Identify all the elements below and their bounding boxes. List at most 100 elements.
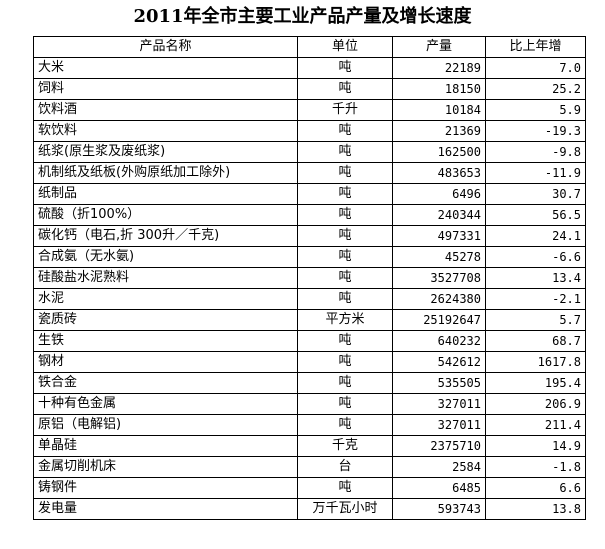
table-row: 纸浆(原生浆及废纸浆) 吨 162500 -9.8 xyxy=(33,141,586,163)
unit-cell: 千升 xyxy=(297,99,393,121)
product-name-cell: 饮料酒 xyxy=(33,99,298,121)
growth-rate-cell: -2.1 xyxy=(485,288,586,310)
output-cell: 21369 xyxy=(392,120,486,142)
table-row: 软饮料吨 21369 -19.3 xyxy=(33,120,586,142)
output-cell: 2584 xyxy=(392,456,486,478)
table-row: 水泥吨 2624380 -2.1 xyxy=(33,288,586,310)
output-cell: 6496 xyxy=(392,183,486,205)
table-row: 原铝（电解铝) 吨 327011 211.4 xyxy=(33,414,586,436)
output-cell: 640232 xyxy=(392,330,486,352)
unit-cell: 吨 xyxy=(297,414,393,436)
table-row: 铁合金吨 535505 195.4 xyxy=(33,372,586,394)
product-name-cell: 铁合金 xyxy=(33,372,298,394)
unit-cell: 平方米 xyxy=(297,309,393,331)
growth-rate-cell: 30.7 xyxy=(485,183,586,205)
output-cell: 10184 xyxy=(392,99,486,121)
table-row: 硅酸盐水泥熟料吨 3527708 13.4 xyxy=(33,267,586,289)
page-title: 2011年全市主要工业产品产量及增长速度 xyxy=(133,6,472,27)
table-body: 大米吨 22189 7.0 饲料吨 18150 25.2 饮料酒 千升 10184 5.9 软饮料吨… xyxy=(33,57,586,520)
unit-cell: 吨 xyxy=(297,372,393,394)
growth-rate-cell: 206.9 xyxy=(485,393,586,415)
unit-cell: 吨 xyxy=(297,204,393,226)
table-row: 十种有色金属吨 327011 206.9 xyxy=(33,393,586,415)
growth-rate-cell: 5.9 xyxy=(485,99,586,121)
output-cell: 593743 xyxy=(392,498,486,520)
unit-cell: 千克 xyxy=(297,435,393,457)
growth-rate-cell: 25.2 xyxy=(485,78,586,100)
product-name-cell: 大米 xyxy=(33,57,298,79)
growth-rate-cell: -1.8 xyxy=(485,456,586,478)
growth-rate-cell: -9.8 xyxy=(485,141,586,163)
growth-rate-cell: -11.9 xyxy=(485,162,586,184)
growth-rate-cell: 211.4 xyxy=(485,414,586,436)
product-name-cell: 合成氨（无水氨) xyxy=(33,246,298,268)
column-header-unit: 单位 xyxy=(297,36,393,58)
table-row: 金属切削机床台 2584 -1.8 xyxy=(33,456,586,478)
unit-cell: 吨 xyxy=(297,225,393,247)
product-name-cell: 金属切削机床 xyxy=(33,456,298,478)
column-header-output: 产量 xyxy=(392,36,486,58)
table-row: 机制纸及纸板(外购原纸加工除外) 吨 483653 -11.9 xyxy=(33,162,586,184)
column-header-growth: 比上年增 xyxy=(485,36,586,58)
growth-rate-cell: -6.6 xyxy=(485,246,586,268)
product-name-cell: 瓷质砖 xyxy=(33,309,298,331)
product-name-cell: 发电量 xyxy=(33,498,298,520)
table-row: 钢材吨 542612 1617.8 xyxy=(33,351,586,373)
production-table: 产品名称 单位 产量 比上年增 大米吨 22189 7.0 饲料吨 18150 25.2 饮… xyxy=(33,36,586,520)
output-cell: 6485 xyxy=(392,477,486,499)
output-cell: 162500 xyxy=(392,141,486,163)
table-row: 铸钢件吨 6485 6.6 xyxy=(33,477,586,499)
table-row: 碳化钙（电石,折 300升／千克) 吨 497331 24.1 xyxy=(33,225,586,247)
unit-cell: 吨 xyxy=(297,78,393,100)
product-name-cell: 硫酸（折100%） xyxy=(33,204,298,226)
growth-rate-cell: 7.0 xyxy=(485,57,586,79)
product-name-cell: 十种有色金属 xyxy=(33,393,298,415)
output-cell: 18150 xyxy=(392,78,486,100)
product-name-cell: 铸钢件 xyxy=(33,477,298,499)
product-name-cell: 饲料 xyxy=(33,78,298,100)
table-row: 合成氨（无水氨) 吨 45278 -6.6 xyxy=(33,246,586,268)
product-name-cell: 水泥 xyxy=(33,288,298,310)
product-name-cell: 机制纸及纸板(外购原纸加工除外) xyxy=(33,162,298,184)
output-cell: 483653 xyxy=(392,162,486,184)
growth-rate-cell: 13.4 xyxy=(485,267,586,289)
output-cell: 535505 xyxy=(392,372,486,394)
output-cell: 2375710 xyxy=(392,435,486,457)
growth-rate-cell: -19.3 xyxy=(485,120,586,142)
unit-cell: 吨 xyxy=(297,330,393,352)
table-row: 瓷质砖 平方米 25192647 5.7 xyxy=(33,309,586,331)
output-cell: 25192647 xyxy=(392,309,486,331)
header-row: 产品名称 单位 产量 比上年增 xyxy=(33,36,586,58)
unit-cell: 台 xyxy=(297,456,393,478)
product-name-cell: 碳化钙（电石,折 300升／千克) xyxy=(33,225,298,247)
growth-rate-cell: 24.1 xyxy=(485,225,586,247)
growth-rate-cell: 13.8 xyxy=(485,498,586,520)
output-cell: 542612 xyxy=(392,351,486,373)
unit-cell: 万千瓦小时 xyxy=(297,498,393,520)
growth-rate-cell: 195.4 xyxy=(485,372,586,394)
table-row: 生铁吨 640232 68.7 xyxy=(33,330,586,352)
product-name-cell: 硅酸盐水泥熟料 xyxy=(33,267,298,289)
output-cell: 327011 xyxy=(392,414,486,436)
output-cell: 2624380 xyxy=(392,288,486,310)
output-cell: 45278 xyxy=(392,246,486,268)
table-row: 饲料吨 18150 25.2 xyxy=(33,78,586,100)
unit-cell: 吨 xyxy=(297,267,393,289)
unit-cell: 吨 xyxy=(297,57,393,79)
growth-rate-cell: 14.9 xyxy=(485,435,586,457)
table-row: 单晶硅 千克 2375710 14.9 xyxy=(33,435,586,457)
product-name-cell: 纸制品 xyxy=(33,183,298,205)
unit-cell: 吨 xyxy=(297,162,393,184)
table-row: 大米吨 22189 7.0 xyxy=(33,57,586,79)
growth-rate-cell: 68.7 xyxy=(485,330,586,352)
output-cell: 3527708 xyxy=(392,267,486,289)
unit-cell: 吨 xyxy=(297,393,393,415)
table-row: 发电量 万千瓦小时 593743 13.8 xyxy=(33,498,586,520)
growth-rate-cell: 1617.8 xyxy=(485,351,586,373)
product-name-cell: 纸浆(原生浆及废纸浆) xyxy=(33,141,298,163)
output-cell: 497331 xyxy=(392,225,486,247)
table-row: 硫酸（折100%）吨 240344 56.5 xyxy=(33,204,586,226)
product-name-cell: 单晶硅 xyxy=(33,435,298,457)
unit-cell: 吨 xyxy=(297,246,393,268)
product-name-cell: 生铁 xyxy=(33,330,298,352)
